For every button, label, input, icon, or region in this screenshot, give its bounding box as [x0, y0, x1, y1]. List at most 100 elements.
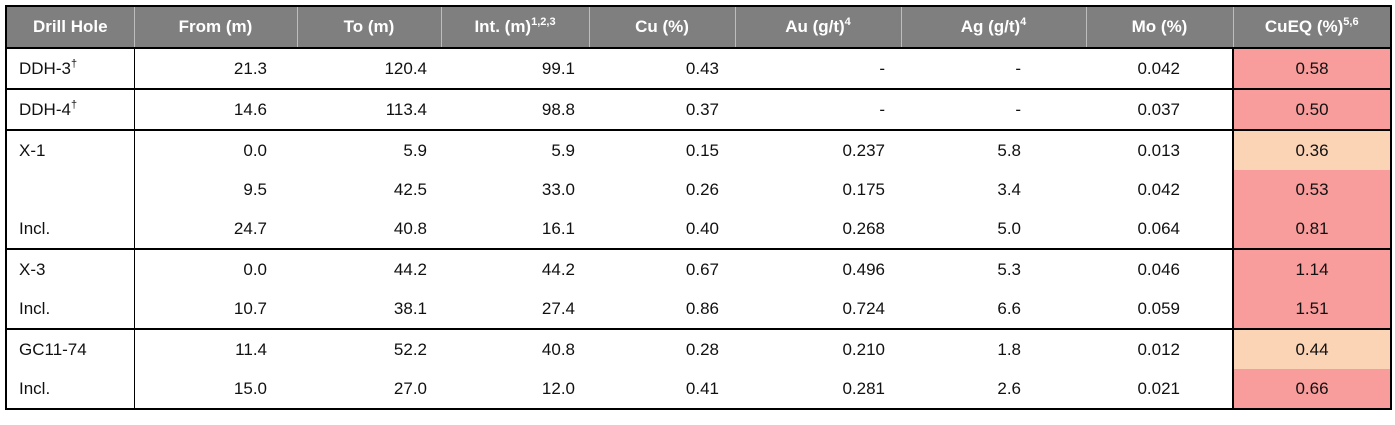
value-cell: 15.0 — [233, 378, 267, 398]
value-cell: 0.53 — [1232, 170, 1391, 209]
value-cell: 52.2 — [297, 328, 441, 369]
value-cell: - — [901, 88, 1086, 130]
value-cell: 42.5 — [393, 179, 427, 199]
value-cell: 0.26 — [685, 179, 719, 199]
value-cell: 0.41 — [685, 378, 719, 398]
value-cell: 0.0 — [134, 129, 297, 170]
value-cell: 44.2 — [441, 248, 589, 289]
header-text: Ag (g/t) — [960, 17, 1021, 36]
value-cell: 0.724 — [842, 298, 885, 318]
drill-hole: GC11-74 — [19, 339, 87, 359]
value-cell: 0.021 — [1137, 378, 1180, 398]
value-cell: 120.4 — [297, 47, 441, 89]
value-cell: 0.059 — [1137, 298, 1180, 318]
column-header: To (m) — [296, 6, 441, 48]
value-cell: 0.67 — [589, 248, 735, 289]
column-header: Cu (%) — [588, 6, 735, 48]
value-cell: 0.40 — [685, 218, 719, 238]
value-cell: 44.2 — [297, 248, 441, 289]
header-text: Int. (m) — [474, 17, 532, 36]
header-text: Drill Hole — [32, 17, 108, 36]
value-cell: 2.6 — [997, 378, 1021, 398]
value-cell: 0.037 — [1086, 88, 1233, 130]
value-cell: 99.1 — [441, 47, 589, 89]
value-cell: 9.5 — [243, 179, 267, 199]
header-text: Cu (%) — [635, 17, 689, 36]
value-cell: 24.7 — [233, 218, 267, 238]
header-text: From (m) — [178, 17, 253, 36]
value-cell: - — [901, 47, 1086, 89]
drill-hole: X-3 — [19, 259, 46, 279]
footnote-ref: 4 — [1020, 16, 1027, 28]
header-text: CuEQ (%) — [1264, 17, 1344, 36]
value-cell: 0.0 — [134, 248, 297, 289]
column-header: Drill Hole — [6, 6, 134, 48]
value-cell: 27.4 — [541, 298, 575, 318]
value-cell: 0.013 — [1086, 129, 1233, 170]
value-cell: 0.28 — [589, 328, 735, 369]
header-text: To (m) — [343, 17, 395, 36]
value-cell: 38.1 — [393, 298, 427, 318]
value-cell: 0.237 — [735, 129, 901, 170]
footnote-ref: 1,2,3 — [531, 16, 556, 28]
data-row: DDH-3† 21.3 120.4 99.1 0.43- -0.042 0.58 — [6, 47, 1391, 89]
value-cell: 33.0 — [541, 179, 575, 199]
value-cell: 27.0 — [393, 378, 427, 398]
value-cell: 3.4 — [997, 179, 1021, 199]
data-row: Incl. 24.7 40.8 16.1 0.40 0.268 5.0 0.064 0.81 — [6, 209, 1391, 249]
footnote-ref: 5,6 — [1343, 16, 1359, 28]
data-row: X-1 0.0 5.9 5.9 0.15 0.237 5.8 0.013 0.36 — [6, 129, 1391, 170]
data-row: X-3 0.0 44.2 44.2 0.67 0.496 5.3 0.046 1.14 — [6, 248, 1391, 289]
data-row: Incl. 15.0 27.0 12.0 0.41 0.281 2.6 0.021 0.66 — [6, 369, 1391, 409]
value-cell: 0.012 — [1086, 328, 1233, 369]
value-cell: 5.3 — [901, 248, 1086, 289]
column-header: Ag (g/t)4 — [900, 6, 1086, 48]
value-cell: 98.8 — [441, 88, 589, 130]
drill-hole-cell: DDH-3† — [6, 47, 135, 89]
value-cell: 40.8 — [441, 328, 589, 369]
table-body: DDH-3† 21.3 120.4 99.1 0.43- -0.042 0.58 DDH-4†… — [6, 47, 1391, 409]
drill-hole: DDH-3 — [19, 58, 71, 78]
value-cell: - — [735, 88, 901, 130]
column-header: Au (g/t)4 — [734, 6, 901, 48]
column-header: Mo (%) — [1085, 6, 1233, 48]
header-row: Drill Hole From (m) To (m) Int. (m)1,2,3 Cu … — [6, 6, 1391, 48]
value-cell: 0.15 — [589, 129, 735, 170]
drill-hole-cell: GC11-74 — [6, 328, 135, 369]
drill-hole: Incl. — [19, 378, 51, 398]
value-cell: 0.44 — [1232, 328, 1391, 369]
value-cell: 5.0 — [997, 218, 1021, 238]
value-cell: 0.046 — [1086, 248, 1233, 289]
value-cell: 40.8 — [393, 218, 427, 238]
value-cell: 12.0 — [541, 378, 575, 398]
data-row: 9.5 42.5 33.0 0.26 0.175 3.4 0.042 0.53 — [6, 170, 1391, 209]
value-cell: 0.042 — [1137, 179, 1180, 199]
value-cell: 0.37 — [589, 88, 735, 130]
column-header: From (m) — [133, 6, 297, 48]
value-cell: 1.14 — [1232, 248, 1391, 289]
value-cell: 0.43 — [589, 47, 735, 89]
footnote-ref: 4 — [844, 16, 851, 28]
data-row: DDH-4† 14.6 113.4 98.8 0.37- -0.037 0.50 — [6, 88, 1391, 130]
value-cell: 0.064 — [1137, 218, 1180, 238]
value-cell: 0.496 — [735, 248, 901, 289]
drill-results-table: Drill Hole From (m) To (m) Int. (m)1,2,3 Cu … — [5, 5, 1392, 410]
value-cell: 0.175 — [842, 179, 885, 199]
value-cell: 0.58 — [1232, 47, 1391, 89]
footnote-mark: † — [70, 57, 78, 70]
value-cell: 5.8 — [901, 129, 1086, 170]
value-cell: 16.1 — [541, 218, 575, 238]
value-cell: 5.9 — [441, 129, 589, 170]
value-cell: 0.210 — [735, 328, 901, 369]
data-row: GC11-74 11.4 52.2 40.8 0.28 0.210 1.8 0.012 0.44 — [6, 328, 1391, 369]
value-cell: 1.51 — [1232, 289, 1391, 329]
drill-hole-cell: X-1 — [6, 129, 135, 170]
column-header: CuEQ (%)5,6 — [1232, 6, 1391, 48]
value-cell: 0.268 — [842, 218, 885, 238]
value-cell: 10.7 — [233, 298, 267, 318]
value-cell: 14.6 — [134, 88, 297, 130]
drill-hole: X-1 — [19, 140, 46, 160]
value-cell: 0.281 — [842, 378, 885, 398]
value-cell: 1.8 — [901, 328, 1086, 369]
